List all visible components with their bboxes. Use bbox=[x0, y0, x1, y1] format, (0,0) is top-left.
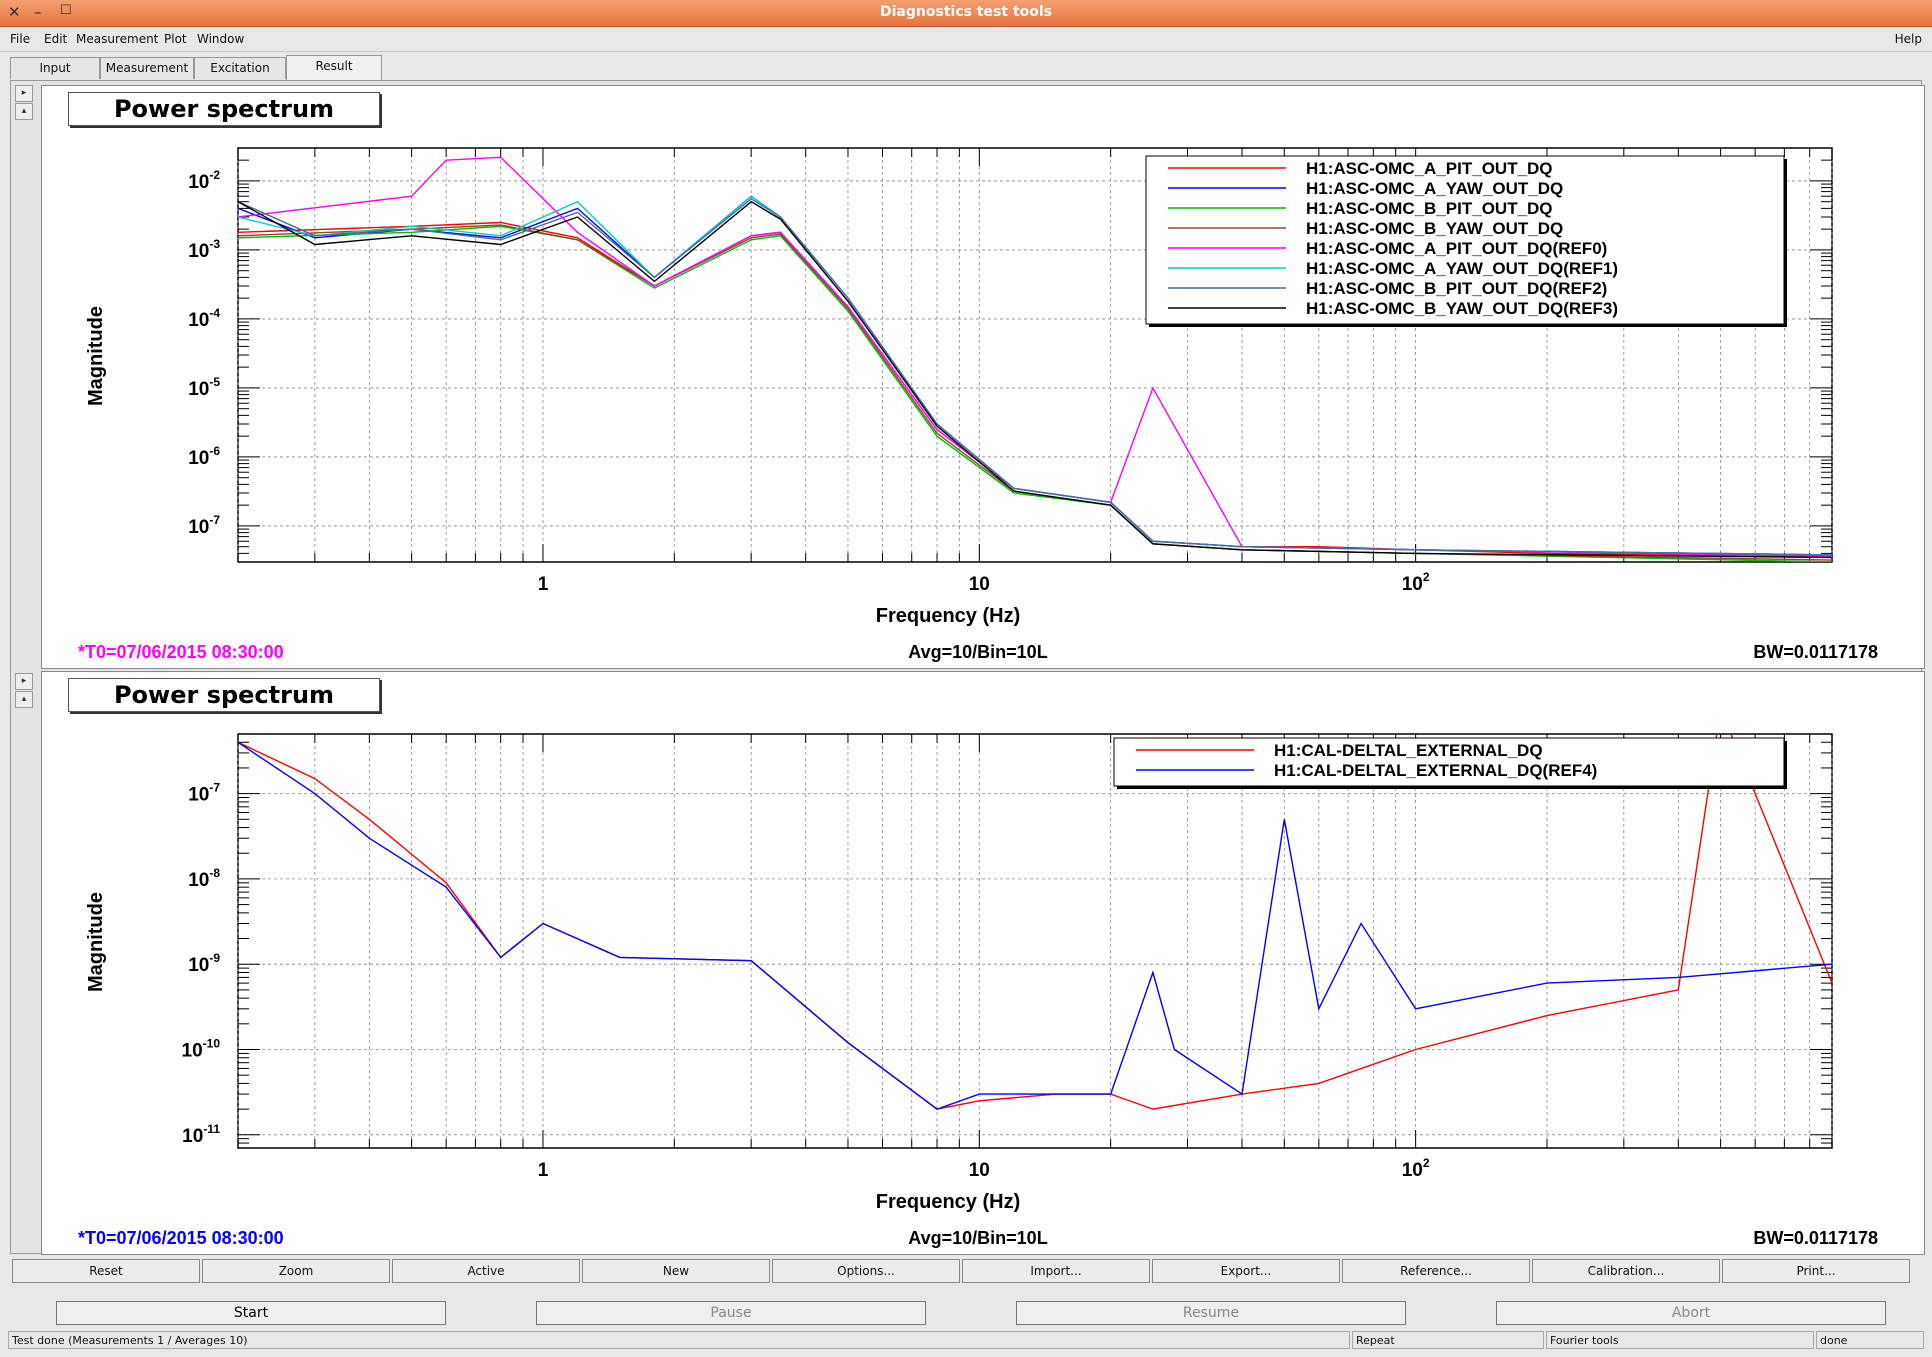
print-button[interactable]: Print... bbox=[1722, 1259, 1910, 1283]
run-control-bar: Start Pause Resume Abort bbox=[10, 1301, 1920, 1325]
pause-button[interactable]: Pause bbox=[536, 1301, 926, 1325]
series-line-4 bbox=[238, 156, 1832, 558]
status-mode: Repeat bbox=[1352, 1331, 1544, 1349]
menu-edit[interactable]: Edit bbox=[44, 32, 68, 46]
start-button[interactable]: Start bbox=[56, 1301, 446, 1325]
export-button[interactable]: Export... bbox=[1152, 1259, 1340, 1283]
x-axis-label: Frequency (Hz) bbox=[876, 1191, 1020, 1213]
reference-button[interactable]: Reference... bbox=[1342, 1259, 1530, 1283]
window-title: Diagnostics test tools bbox=[880, 4, 1052, 20]
y-tick-label: 10-7 bbox=[188, 781, 220, 806]
legend-label: H1:ASC-OMC_B_YAW_OUT_DQ bbox=[1306, 219, 1563, 238]
series-line-6 bbox=[238, 197, 1832, 556]
y-tick-label: 10-5 bbox=[188, 375, 220, 400]
pad-title-top[interactable]: Power spectrum bbox=[68, 92, 380, 126]
result-area: ▸ ▴ ▸ ▴ 1 10 102 10-2 10-3 10-4 10-5 10-6 10-7 H1… bbox=[10, 80, 1925, 1255]
y-axis-label: Magnitude bbox=[85, 892, 107, 992]
menu-plot[interactable]: Plot bbox=[164, 32, 187, 46]
plot-control-bar: Reset Zoom Active New Options... Import.… bbox=[10, 1259, 1920, 1283]
series-line-7 bbox=[238, 200, 1832, 559]
active-button[interactable]: Active bbox=[392, 1259, 580, 1283]
legend-label: H1:ASC-OMC_A_PIT_OUT_DQ bbox=[1306, 159, 1553, 178]
reset-button[interactable]: Reset bbox=[12, 1259, 200, 1283]
menu-window[interactable]: Window bbox=[197, 32, 245, 46]
avg-label: Avg=10/Bin=10L bbox=[908, 1228, 1047, 1248]
status-message: Test done (Measurements 1 / Averages 10) bbox=[8, 1331, 1350, 1349]
options-button[interactable]: Options... bbox=[772, 1259, 960, 1283]
x-tick-label: 1 bbox=[538, 574, 549, 595]
pad2-select-icon[interactable]: ▸ bbox=[15, 673, 33, 690]
menu-bar: File Edit Measurement Plot Window Help bbox=[0, 27, 1932, 52]
bw-label: BW=0.0117178 bbox=[1753, 1228, 1878, 1248]
y-axis-label: Magnitude bbox=[85, 306, 107, 406]
y-tick-label: 10-2 bbox=[188, 168, 220, 193]
tab-excitation[interactable]: Excitation bbox=[194, 57, 286, 79]
y-tick-label: 10-7 bbox=[188, 513, 220, 538]
legend-label: H1:CAL-DELTAL_EXTERNAL_DQ(REF4) bbox=[1274, 761, 1597, 780]
status-state: done bbox=[1816, 1331, 1924, 1349]
resume-button[interactable]: Resume bbox=[1016, 1301, 1406, 1325]
pad1-options-icon[interactable]: ▴ bbox=[15, 103, 33, 120]
plot-frame bbox=[237, 733, 1833, 1149]
bw-label: BW=0.0117178 bbox=[1753, 642, 1878, 662]
t0-label: *T0=07/06/2015 08:30:00 bbox=[78, 1228, 284, 1248]
pad1-select-icon[interactable]: ▸ bbox=[15, 85, 33, 102]
tab-input[interactable]: Input bbox=[10, 57, 100, 79]
y-tick-label: 10-4 bbox=[188, 306, 220, 331]
pad2-options-icon[interactable]: ▴ bbox=[15, 691, 33, 708]
legend-label: H1:ASC-OMC_A_YAW_OUT_DQ bbox=[1306, 179, 1563, 198]
y-tick-label: 10-6 bbox=[188, 444, 220, 469]
x-axis-label: Frequency (Hz) bbox=[876, 605, 1020, 627]
power-spectrum-chart-top[interactable]: 1 10 102 10-2 10-3 10-4 10-5 10-6 10-7 H1:ASC-OMC… bbox=[42, 86, 1924, 668]
x-tick-label: 10 bbox=[969, 1160, 990, 1181]
legend-box bbox=[1113, 737, 1785, 787]
maximize-icon[interactable]: ☐ bbox=[60, 3, 72, 18]
series-line-0 bbox=[238, 734, 1832, 1110]
new-button[interactable]: New bbox=[582, 1259, 770, 1283]
legend-label: H1:ASC-OMC_A_YAW_OUT_DQ(REF1) bbox=[1306, 259, 1618, 278]
x-tick-label: 102 bbox=[1402, 1156, 1430, 1181]
legend-box bbox=[1145, 155, 1785, 325]
x-tick-label: 10 bbox=[969, 574, 990, 595]
legend-label: H1:CAL-DELTAL_EXTERNAL_DQ bbox=[1274, 741, 1543, 760]
tab-result[interactable]: Result bbox=[286, 55, 382, 80]
x-tick-label: 1 bbox=[538, 1160, 549, 1181]
calibration-button[interactable]: Calibration... bbox=[1532, 1259, 1720, 1283]
legend-label: H1:ASC-OMC_A_PIT_OUT_DQ(REF0) bbox=[1306, 239, 1607, 258]
plot-pad-top[interactable]: 1 10 102 10-2 10-3 10-4 10-5 10-6 10-7 H1:ASC-OMC… bbox=[41, 85, 1925, 669]
menu-file[interactable]: File bbox=[10, 32, 31, 46]
power-spectrum-chart-bottom[interactable]: 1 10 102 10-7 10-8 10-9 10-10 10-11 H1:CAL-DELTA… bbox=[42, 672, 1924, 1254]
menu-help[interactable]: Help bbox=[1894, 32, 1922, 46]
minimize-icon[interactable]: – bbox=[34, 3, 42, 21]
legend-label: H1:ASC-OMC_B_PIT_OUT_DQ(REF2) bbox=[1306, 279, 1607, 298]
y-tick-label: 10-3 bbox=[188, 237, 220, 262]
y-tick-label: 10-8 bbox=[188, 866, 220, 891]
status-tool: Fourier tools bbox=[1546, 1331, 1814, 1349]
series-line-1 bbox=[238, 741, 1832, 1110]
y-tick-label: 10-10 bbox=[182, 1036, 221, 1061]
menu-measurement[interactable]: Measurement bbox=[76, 32, 159, 46]
pad-title-bottom[interactable]: Power spectrum bbox=[68, 678, 380, 712]
t0-label: *T0=07/06/2015 08:30:00 bbox=[78, 642, 284, 662]
title-bar: ✕ – ☐ Diagnostics test tools bbox=[0, 0, 1932, 27]
plot-pad-bottom[interactable]: 1 10 102 10-7 10-8 10-9 10-10 10-11 H1:CAL-DELTA… bbox=[41, 671, 1925, 1255]
avg-label: Avg=10/Bin=10L bbox=[908, 642, 1047, 662]
status-bar: Test done (Measurements 1 / Averages 10)… bbox=[8, 1331, 1924, 1351]
close-icon[interactable]: ✕ bbox=[8, 3, 21, 21]
abort-button[interactable]: Abort bbox=[1496, 1301, 1886, 1325]
legend-label: H1:ASC-OMC_B_YAW_OUT_DQ(REF3) bbox=[1306, 299, 1618, 318]
import-button[interactable]: Import... bbox=[962, 1259, 1150, 1283]
y-tick-label: 10-11 bbox=[182, 1122, 220, 1147]
x-tick-label: 102 bbox=[1402, 570, 1430, 595]
tab-measurement[interactable]: Measurement bbox=[100, 57, 194, 79]
legend-label: H1:ASC-OMC_B_PIT_OUT_DQ bbox=[1306, 199, 1553, 218]
zoom-button[interactable]: Zoom bbox=[202, 1259, 390, 1283]
y-tick-label: 10-9 bbox=[188, 951, 220, 976]
